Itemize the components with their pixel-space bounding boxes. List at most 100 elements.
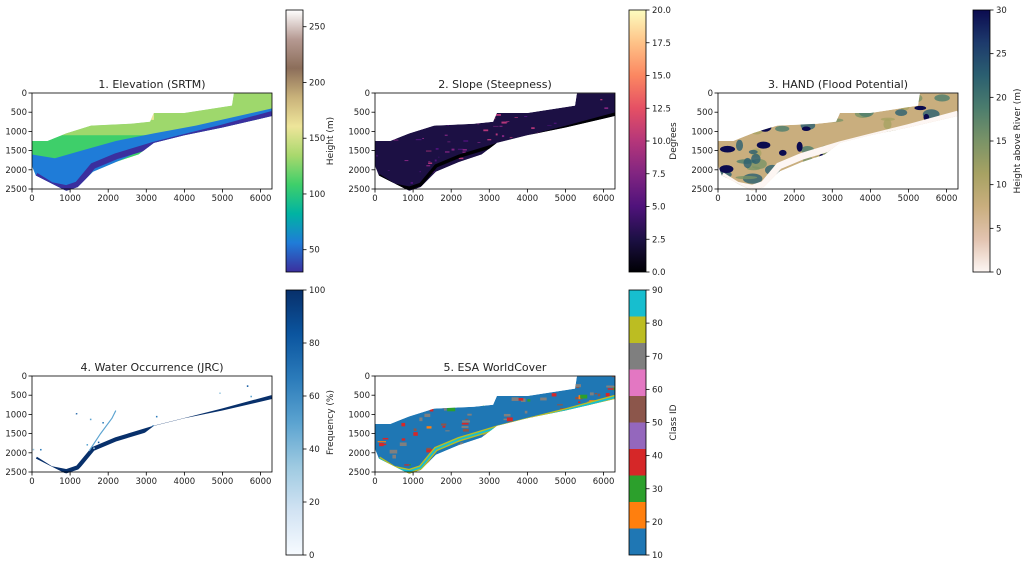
- water-speck: [40, 448, 42, 451]
- slope-speck: [533, 103, 539, 106]
- slope-speck: [376, 154, 378, 157]
- x-tick-label: 1000: [402, 194, 424, 204]
- hand-patch: [750, 123, 764, 135]
- colorbar-label: Class ID: [669, 404, 679, 440]
- cover-patch: [437, 391, 442, 393]
- hand-patch: [743, 93, 766, 102]
- cover-patch: [429, 407, 434, 412]
- cover-patch: [581, 469, 589, 471]
- cover-patch: [422, 401, 431, 404]
- axes-frame: [374, 375, 616, 473]
- cover-patch: [413, 428, 417, 432]
- water-speck: [102, 460, 105, 462]
- hand-patch: [764, 93, 787, 99]
- x-tick-label: 0: [715, 194, 720, 204]
- highland-fill: [100, 93, 154, 120]
- cover-patch: [527, 399, 531, 402]
- y-tick-label: 1000: [5, 127, 27, 137]
- slope-speck: [553, 122, 557, 124]
- slope-speck: [519, 170, 523, 173]
- cover-patch: [394, 391, 400, 395]
- cover-patch: [557, 420, 565, 422]
- water-speck: [155, 415, 158, 418]
- colorbar-tick-label: 250: [309, 23, 325, 33]
- cover-patch: [426, 447, 432, 450]
- cover-patch: [392, 454, 396, 459]
- cover-patch: [610, 444, 616, 449]
- cover-patch: [506, 417, 513, 422]
- cover-patch: [599, 406, 602, 408]
- cover-patch: [482, 403, 485, 407]
- x-tick-label: 3000: [135, 477, 157, 487]
- cover-patch: [545, 465, 549, 469]
- upland-fill: [32, 93, 272, 136]
- slope-speck: [590, 163, 596, 165]
- cover-patch: [580, 394, 588, 399]
- cover-patch: [434, 461, 439, 466]
- hand-patch: [751, 153, 761, 165]
- slope-speck: [527, 167, 532, 168]
- slope-speck: [606, 144, 610, 147]
- slope-speck: [604, 107, 609, 110]
- cover-patch: [469, 467, 477, 470]
- water-speck: [157, 461, 160, 463]
- colorbar-gradient: [629, 10, 646, 272]
- cover-patch: [503, 413, 511, 417]
- slope-speck: [387, 170, 390, 171]
- cover-patch: [541, 453, 549, 456]
- cover-patch: [416, 396, 422, 400]
- hand-high-patch: [854, 139, 865, 148]
- slope-speck: [483, 129, 489, 132]
- cover-patch: [525, 465, 532, 468]
- hand-patch: [818, 170, 831, 181]
- slope-speck: [521, 166, 527, 168]
- slope-speck: [438, 156, 440, 158]
- slope-speck: [590, 163, 595, 165]
- y-tick-label: 2500: [348, 468, 370, 478]
- cover-patch: [419, 417, 423, 422]
- x-tick-label: 2000: [783, 194, 805, 204]
- cover-patch: [557, 378, 561, 382]
- water-speck: [250, 395, 252, 398]
- y-tick-label: 1500: [5, 147, 27, 157]
- y-tick-label: 2500: [5, 185, 27, 195]
- cover-patch: [593, 408, 597, 412]
- tributary: [88, 410, 117, 452]
- hand-patch: [748, 149, 758, 155]
- hand-patch: [868, 146, 887, 151]
- raster-region: [375, 93, 616, 191]
- cover-patch: [541, 379, 548, 381]
- colorbar-tick-label: 20: [996, 93, 1007, 103]
- cover-patch: [490, 462, 496, 466]
- hand-high-patch: [719, 165, 734, 174]
- water-speck: [89, 418, 92, 421]
- hand-patch: [873, 173, 893, 177]
- cover-patch: [578, 395, 581, 400]
- hand-patch: [879, 158, 893, 166]
- x-tick-label: 1000: [402, 477, 424, 487]
- x-tick-label: 5000: [212, 194, 234, 204]
- cover-patch: [393, 388, 400, 391]
- colorbar-tick-label: 50: [309, 246, 320, 256]
- hand-patch: [830, 109, 839, 115]
- colorbar-frame: [285, 9, 304, 273]
- cover-patch: [605, 393, 610, 397]
- cover-patch: [425, 379, 430, 381]
- hand-patch: [901, 93, 923, 104]
- colorbar-segment: [629, 396, 646, 423]
- slope-speck: [451, 148, 455, 151]
- cover-patch: [507, 466, 512, 471]
- x-tick-label: 6000: [593, 477, 615, 487]
- cover-patch: [444, 462, 453, 467]
- hand-patch: [815, 174, 827, 181]
- slope-speck: [487, 93, 494, 96]
- slope-speck: [484, 113, 489, 115]
- slope-speck: [415, 139, 422, 141]
- water-speck: [120, 389, 122, 392]
- cover-patch: [477, 460, 485, 462]
- colorbar-segment: [629, 528, 646, 555]
- colorbar-tick-label: 70: [652, 352, 663, 362]
- hand-high-patch: [815, 107, 825, 116]
- hand-patch: [888, 146, 896, 154]
- colorbar-tick-label: 15.0: [652, 72, 671, 82]
